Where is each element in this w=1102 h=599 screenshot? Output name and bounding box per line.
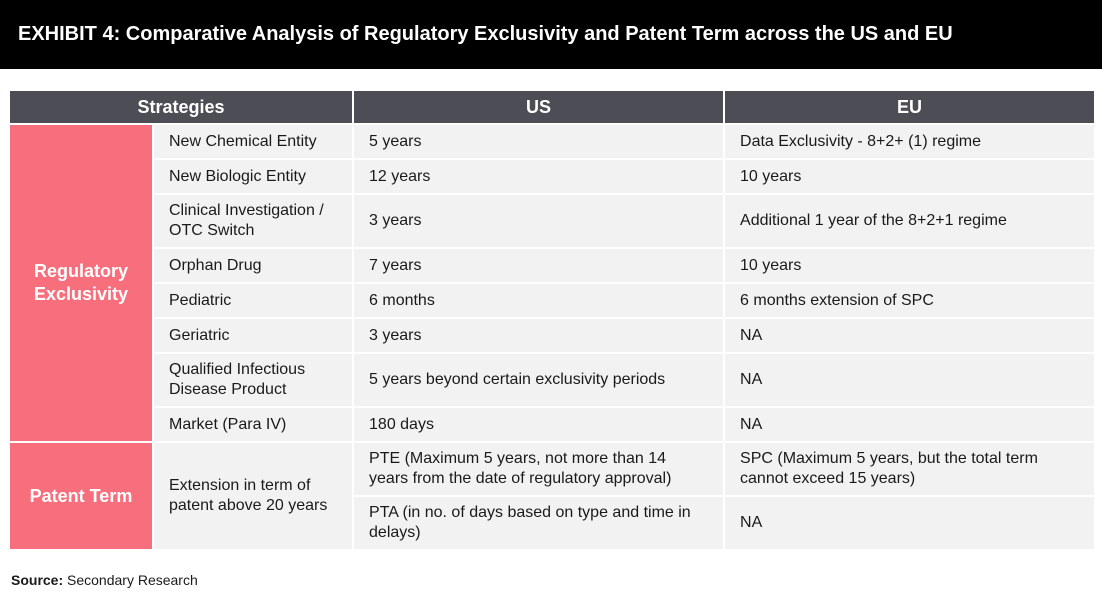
table-row: Qualified Infectious Disease Product 5 y… bbox=[9, 352, 1097, 408]
strategy-cell: Geriatric bbox=[151, 317, 355, 354]
group-patent-term: Patent Term bbox=[8, 441, 154, 551]
eu-cell: SPC (Maximum 5 years, but the total term… bbox=[723, 441, 1097, 497]
us-cell: PTE (Maximum 5 years, not more than 14 y… bbox=[352, 441, 726, 497]
source-text: Secondary Research bbox=[63, 572, 198, 588]
strategy-cell: Market (Para IV) bbox=[151, 406, 355, 443]
group-label: Patent Term bbox=[29, 485, 133, 506]
eu-cell: Data Exclusivity - 8+2+ (1) regime bbox=[723, 123, 1097, 160]
us-cell: 3 years bbox=[352, 193, 726, 249]
eu-cell: Additional 1 year of the 8+2+1 regime bbox=[723, 193, 1097, 249]
eu-cell: NA bbox=[723, 317, 1097, 354]
eu-cell: NA bbox=[723, 406, 1097, 443]
exhibit-title-bar: EXHIBIT 4: Comparative Analysis of Regul… bbox=[0, 0, 1102, 69]
us-cell: 7 years bbox=[352, 247, 726, 284]
us-cell: 5 years bbox=[352, 123, 726, 160]
strategy-cell: Qualified Infectious Disease Product bbox=[151, 352, 355, 408]
header-strategies: Strategies bbox=[7, 89, 355, 125]
us-cell: 12 years bbox=[352, 158, 726, 195]
table-row: Orphan Drug 7 years 10 years bbox=[9, 247, 1097, 284]
us-cell: 180 days bbox=[352, 406, 726, 443]
eu-cell: 10 years bbox=[723, 247, 1097, 284]
us-cell: 6 months bbox=[352, 282, 726, 319]
table-row: Pediatric 6 months 6 months extension of… bbox=[9, 282, 1097, 319]
group-label: Regulatory Exclusivity bbox=[33, 261, 129, 304]
strategy-cell: New Chemical Entity bbox=[151, 123, 355, 160]
comparison-table: Strategies US EU Regulatory Exclusivity … bbox=[7, 89, 1097, 551]
strategy-cell: Orphan Drug bbox=[151, 247, 355, 284]
table-row: Market (Para IV) 180 days NA bbox=[9, 406, 1097, 443]
eu-cell: 10 years bbox=[723, 158, 1097, 195]
us-cell: PTA (in no. of days based on type and ti… bbox=[352, 495, 726, 551]
table-row: Geriatric 3 years NA bbox=[9, 317, 1097, 354]
exhibit-title: EXHIBIT 4: Comparative Analysis of Regul… bbox=[18, 23, 953, 45]
strategy-cell: New Biologic Entity bbox=[151, 158, 355, 195]
table-row: PTA (in no. of days based on type and ti… bbox=[9, 495, 1097, 551]
group-regulatory-exclusivity: Regulatory Exclusivity bbox=[8, 123, 154, 443]
table-row: Regulatory Exclusivity New Chemical Enti… bbox=[8, 123, 1097, 443]
header-us: US bbox=[352, 89, 726, 125]
eu-cell: 6 months extension of SPC bbox=[723, 282, 1097, 319]
header-eu: EU bbox=[723, 89, 1097, 125]
strategy-cell: Clinical Investigation / OTC Switch bbox=[151, 193, 355, 249]
table-row: New Biologic Entity 12 years 10 years bbox=[9, 158, 1097, 195]
table-row: Patent Term Extension in term of patent … bbox=[8, 441, 1097, 551]
source-label: Source: bbox=[11, 572, 64, 588]
strategy-cell: Pediatric bbox=[151, 282, 355, 319]
source-note: Source: Secondary Research bbox=[11, 572, 198, 588]
header-row: Strategies US EU bbox=[7, 89, 1097, 125]
eu-cell: NA bbox=[723, 352, 1097, 408]
us-cell: 5 years beyond certain exclusivity perio… bbox=[352, 352, 726, 408]
us-cell: 3 years bbox=[352, 317, 726, 354]
eu-cell: NA bbox=[723, 495, 1097, 551]
table-row: Clinical Investigation / OTC Switch 3 ye… bbox=[9, 193, 1097, 249]
strategy-cell: Extension in term of patent above 20 yea… bbox=[151, 441, 355, 551]
